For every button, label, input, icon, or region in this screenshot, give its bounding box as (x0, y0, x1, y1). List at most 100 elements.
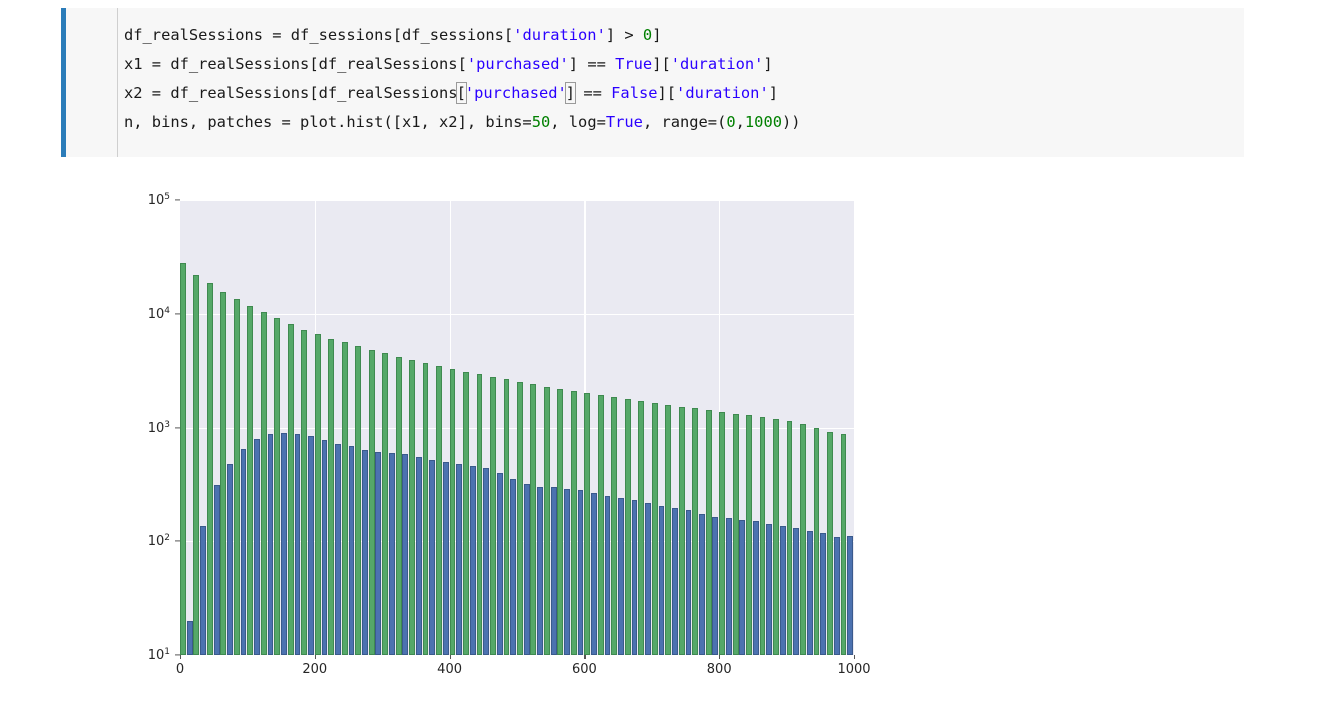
x-tick-label: 0 (175, 662, 185, 677)
code-line-3: x2 = df_realSessions[df_realSessions['pu… (124, 79, 1244, 108)
histogram-bar (463, 371, 469, 655)
histogram-bar (564, 488, 570, 655)
histogram-bar (725, 518, 732, 655)
histogram-figure: 101 102 103 104 105 0 200 400 600 800 1000 (110, 180, 900, 690)
gridline-horizontal (180, 313, 854, 315)
code-line-2: x1 = df_realSessions[df_realSessions['pu… (124, 50, 1244, 79)
histogram-bar (604, 495, 611, 655)
histogram-bar (422, 362, 429, 655)
code-token: False (611, 84, 658, 102)
x-tick-mark (314, 655, 316, 659)
histogram-bar (517, 382, 523, 655)
histogram-bar (503, 379, 510, 655)
histogram-bar (678, 406, 685, 655)
code-token: 1000 (744, 113, 782, 131)
histogram-bar (388, 452, 395, 655)
histogram-bar (611, 397, 618, 655)
code-token: , range=( (642, 113, 727, 131)
code-token: n, bins, patches = plot.hist([x1, x2], b… (124, 113, 532, 131)
y-tick-label: 105 (147, 191, 170, 209)
histogram-bar (301, 329, 308, 655)
code-token: 0 (642, 26, 653, 44)
histogram-bar (382, 353, 389, 655)
code-token: ][ (652, 55, 671, 73)
histogram-bar (348, 445, 355, 655)
code-token: , (735, 113, 745, 131)
histogram-bar (557, 389, 564, 655)
histogram-bar (813, 427, 820, 655)
code-token: ] (768, 84, 778, 102)
code-token: ] > (605, 26, 643, 44)
histogram-bar (220, 292, 227, 655)
histogram-bar (584, 393, 591, 655)
histogram-bar (543, 386, 550, 655)
histogram-bar (449, 368, 456, 655)
histogram-bar (240, 448, 247, 655)
histogram-bar (328, 339, 335, 655)
code-token: ][ (657, 84, 677, 102)
y-tick-label: 102 (147, 533, 170, 550)
code-token: 'purchased' (464, 84, 567, 102)
code-token: 'purchased' (466, 55, 569, 73)
x-tick-label: 1000 (837, 662, 871, 677)
histogram-bar (752, 521, 759, 655)
histogram-bar (180, 262, 186, 655)
histogram-bar (800, 423, 806, 655)
histogram-bar (523, 483, 530, 655)
histogram-bar (260, 311, 267, 655)
histogram-bar (193, 274, 200, 655)
y-tick-label: 104 (147, 305, 170, 322)
histogram-bar (597, 395, 604, 655)
x-tick-mark (854, 655, 856, 659)
code-editor-area[interactable]: df_realSessions = df_sessions[df_session… (117, 8, 1244, 157)
histogram-bar (341, 342, 348, 655)
code-token: 'duration' (513, 26, 606, 44)
histogram-bar (186, 620, 193, 655)
histogram-bar (308, 436, 314, 655)
histogram-bar (442, 461, 449, 655)
code-token: ] == (568, 55, 616, 73)
histogram-bar (570, 391, 577, 655)
cell-prompt-gutter (66, 8, 117, 157)
histogram-bar (206, 283, 213, 655)
histogram-bar (254, 439, 260, 655)
histogram-bar (415, 457, 422, 655)
code-token: )) (781, 113, 801, 131)
histogram-bar (719, 411, 726, 655)
code-token: ] (763, 55, 773, 73)
histogram-bar (395, 356, 402, 655)
histogram-bar (712, 516, 719, 655)
histogram-bar (213, 485, 220, 655)
code-token: 'duration' (676, 84, 769, 102)
plot-axes (180, 200, 854, 655)
notebook-code-cell[interactable]: df_realSessions = df_sessions[df_session… (61, 8, 1244, 157)
histogram-bar (631, 500, 638, 655)
histogram-bar (577, 490, 584, 655)
code-token: x1 = df_realSessions[df_realSessions[ (124, 55, 467, 73)
x-tick-mark (180, 655, 182, 659)
histogram-bar (698, 513, 705, 655)
bracket-match-highlight: ] (564, 82, 577, 104)
code-token: == (574, 84, 612, 102)
code-line-4: n, bins, patches = plot.hist([x1, x2], b… (124, 108, 1244, 137)
histogram-bar (314, 334, 321, 655)
histogram-bar (766, 523, 773, 655)
histogram-bar (469, 465, 476, 655)
code-token: ] (652, 26, 662, 44)
cell-selected-indicator (61, 8, 66, 157)
histogram-bar (530, 384, 537, 655)
histogram-bar (476, 374, 483, 655)
histogram-bar (429, 459, 436, 655)
histogram-bar (510, 479, 517, 655)
histogram-bar (456, 463, 463, 655)
y-tick-label: 101 (147, 646, 170, 664)
code-token: True (605, 113, 643, 131)
histogram-bar (806, 530, 813, 655)
x-tick-mark (584, 655, 586, 659)
y-tick-mark (175, 199, 180, 201)
code-token: x2 = df_realSessions[df_realSessions (124, 84, 458, 102)
histogram-bar (321, 439, 328, 655)
histogram-bar (355, 346, 362, 655)
histogram-bar (335, 443, 341, 655)
histogram-bar (739, 519, 746, 655)
